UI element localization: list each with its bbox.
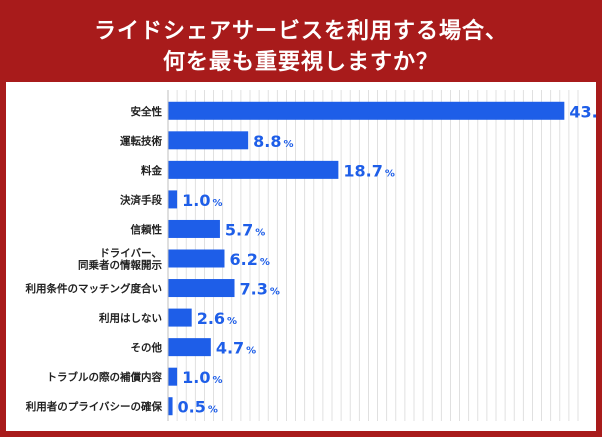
category-label: 利用はしない (99, 312, 162, 325)
value-label: 18.7% (343, 161, 395, 180)
bar (168, 219, 220, 238)
percent-unit: % (208, 405, 218, 416)
category-label: ドライバー、 (99, 248, 162, 260)
percent-unit: % (212, 198, 222, 209)
chart-panel: 安全性43.5%運転技術8.8%料金18.7%決済手段1.0%信頼性5.7%ドラ… (6, 82, 596, 431)
value-label: 0.5% (178, 398, 218, 417)
value-label: 6.2% (229, 250, 269, 269)
bar (168, 308, 192, 327)
category-label: 利用者のプライバシーの確保 (26, 400, 163, 413)
category-label: その他 (131, 341, 163, 354)
chart-title: ライドシェアサービスを利用する場合、 何を最も重要視しますか？ (0, 0, 602, 82)
percent-unit: % (227, 316, 237, 327)
bar-chart: 安全性43.5%運転技術8.8%料金18.7%決済手段1.0%信頼性5.7%ドラ… (26, 90, 596, 421)
bar (168, 131, 249, 150)
bar (168, 397, 173, 416)
category-label: 信頼性 (131, 223, 163, 236)
title-line-2: 何を最も重要視しますか？ (162, 50, 439, 75)
percent-unit: % (385, 168, 395, 179)
bar (168, 279, 235, 298)
value-label: 1.0% (182, 191, 222, 210)
bar (168, 101, 565, 120)
percent-unit: % (246, 346, 256, 357)
percent-unit: % (270, 287, 280, 298)
bar (168, 367, 178, 386)
value-label: 7.3% (240, 280, 280, 299)
title-line-1: ライドシェアサービスを利用する場合、 (93, 19, 508, 44)
percent-unit: % (255, 227, 265, 238)
value-label: 8.8% (253, 132, 293, 151)
category-label: 同乗者の情報開示 (78, 259, 162, 272)
category-label: トラブルの際の補償内容 (47, 371, 163, 384)
category-label: 安全性 (131, 105, 163, 118)
value-label: 2.6% (197, 309, 237, 328)
percent-unit: % (284, 139, 294, 150)
bar (168, 249, 225, 268)
bar (168, 190, 178, 209)
bar (168, 338, 211, 357)
category-label: 料金 (141, 164, 162, 177)
category-label: 利用条件のマッチング度合い (26, 282, 163, 295)
percent-unit: % (212, 375, 222, 386)
value-label: 43.5% (569, 102, 596, 121)
bar (168, 160, 339, 179)
category-label: 決済手段 (120, 193, 162, 206)
category-label: 運転技術 (120, 134, 162, 147)
percent-unit: % (260, 257, 270, 268)
value-label: 1.0% (182, 368, 222, 387)
